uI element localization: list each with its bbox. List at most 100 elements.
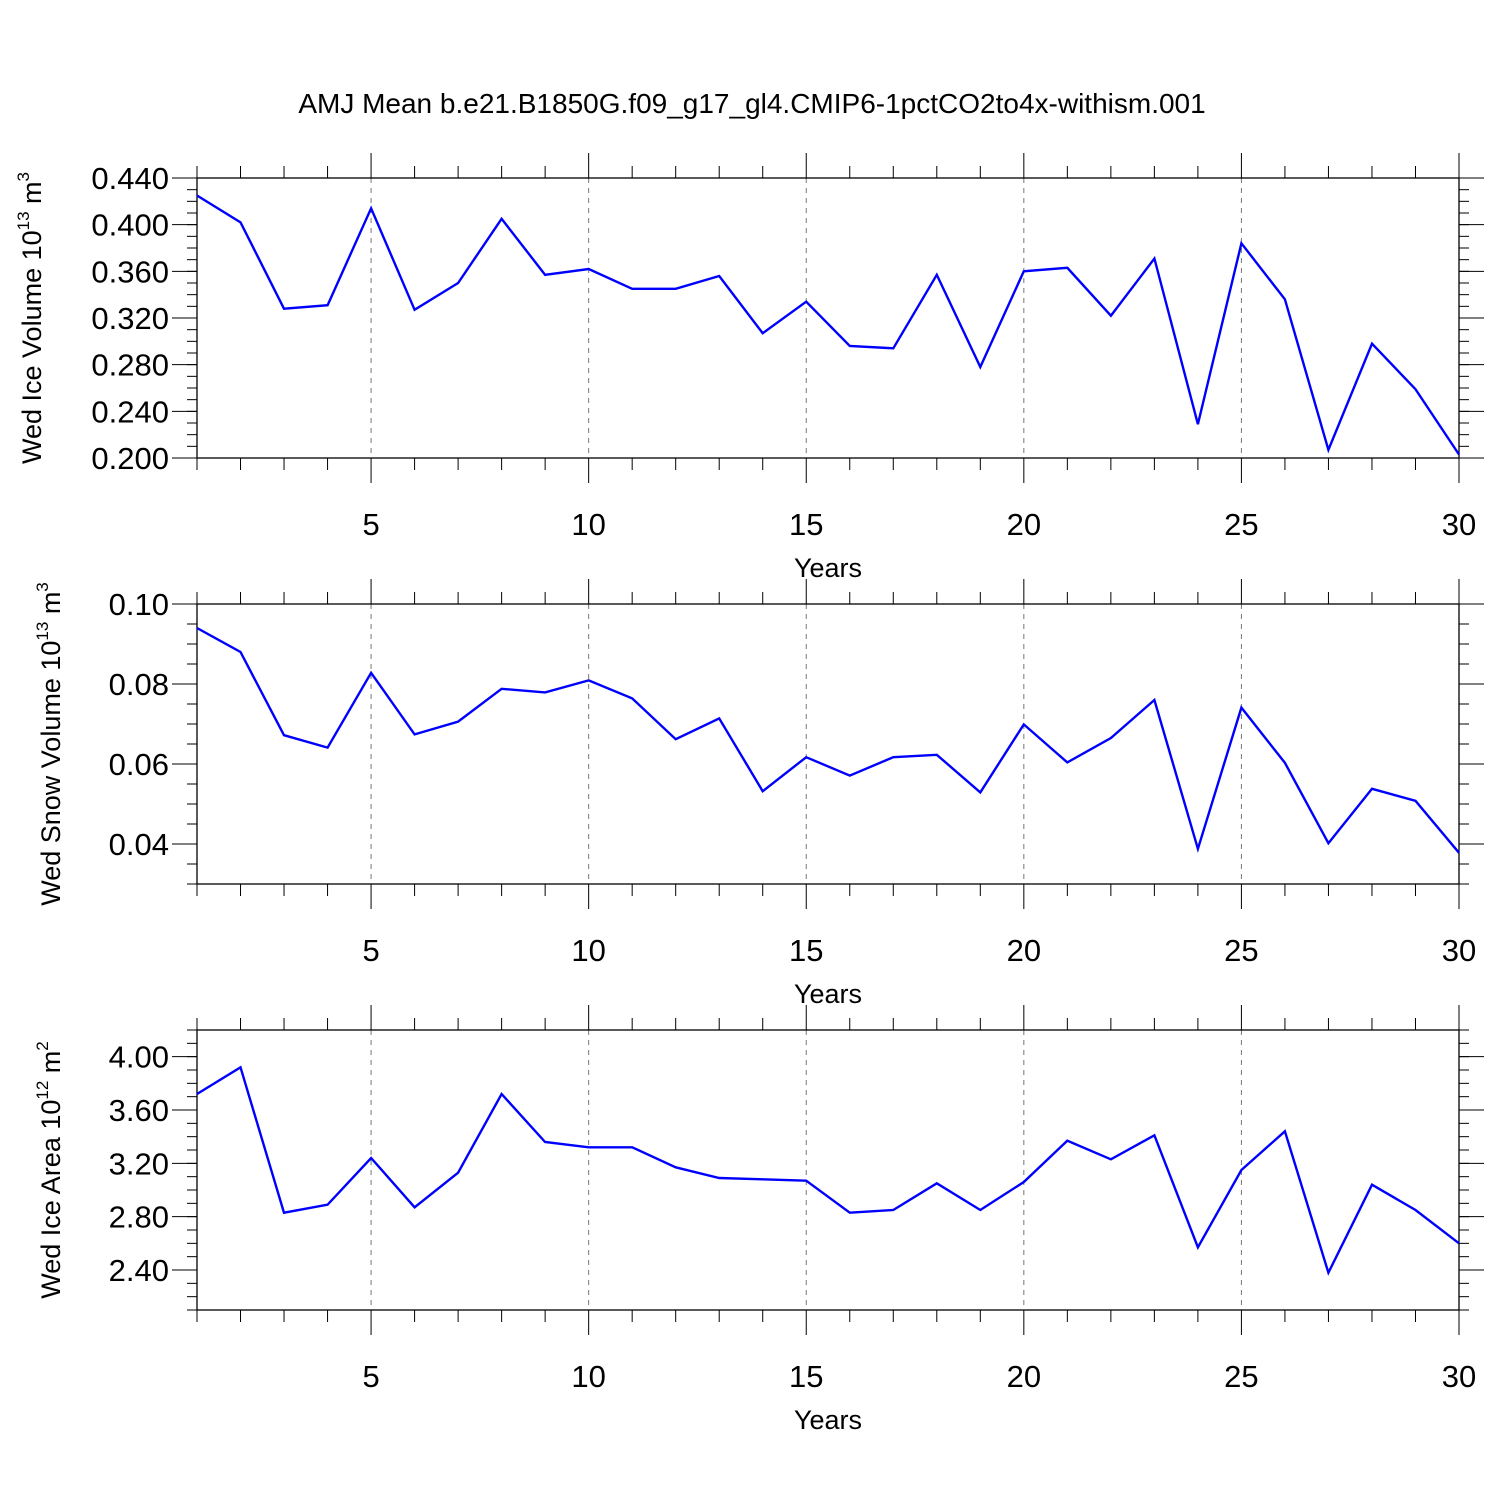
- data-point: [1152, 1133, 1156, 1137]
- data-point: [1413, 387, 1417, 391]
- data-point: [1196, 1245, 1200, 1249]
- data-point: [1413, 1208, 1417, 1212]
- series-line: [196, 194, 1460, 456]
- data-point: [1196, 847, 1200, 851]
- panel-1: 5 10 15 20 25 30 Years 0.200 0.240 0.280 0.320 0.36…: [14, 153, 1484, 583]
- chart-panels: 5 10 15 20 25 30 Years 0.200 0.240 0.280 0.320 0.36…: [14, 153, 1484, 1435]
- panel-3: 5 10 15 20 25 30 Years 2.40 2.80 3.20 3.60 4.00 Wed …: [33, 1005, 1484, 1435]
- panel-2: 5 10 15 20 25 30 Years 0.04 0.06 0.08 0.10 Wed Snow…: [33, 579, 1484, 1009]
- data-point: [587, 678, 591, 682]
- y-tick-label: 0.400: [91, 208, 169, 243]
- data-point: [935, 1181, 939, 1185]
- data-point: [543, 1140, 547, 1144]
- data-point: [239, 1065, 243, 1069]
- data-point: [282, 1211, 286, 1215]
- y-tick-label: 3.60: [109, 1093, 169, 1128]
- x-axis-label: Years: [794, 979, 862, 1009]
- data-point: [804, 300, 808, 304]
- data-point: [456, 281, 460, 285]
- data-point: [239, 220, 243, 224]
- data-point: [1326, 1271, 1330, 1275]
- x-tick-label: 15: [789, 507, 823, 542]
- data-point: [1413, 799, 1417, 803]
- y-tick-label: 4.00: [109, 1040, 169, 1075]
- data-point: [587, 267, 591, 271]
- data-point: [630, 1145, 634, 1149]
- x-tick-label: 10: [571, 933, 605, 968]
- data-point: [674, 1165, 678, 1169]
- data-point: [1457, 1241, 1461, 1245]
- data-point: [1239, 706, 1243, 710]
- data-point: [587, 1145, 591, 1149]
- y-tick-label: 0.08: [109, 667, 169, 702]
- data-point: [326, 303, 330, 307]
- data-point: [891, 346, 895, 350]
- data-point: [935, 273, 939, 277]
- series-line: [196, 1065, 1460, 1276]
- x-tick-label: 20: [1007, 507, 1041, 542]
- y-tick-label: 3.20: [109, 1146, 169, 1181]
- data-point: [543, 690, 547, 694]
- y-tick-label: 0.04: [109, 827, 169, 862]
- data-point: [1065, 760, 1069, 764]
- x-axis-label: Years: [794, 553, 862, 583]
- x-axis-label: Years: [794, 1405, 862, 1435]
- data-point: [195, 194, 199, 198]
- data-point: [543, 273, 547, 277]
- figure-title: AMJ Mean b.e21.B1850G.f09_g17_gl4.CMIP6-…: [298, 88, 1205, 119]
- x-tick-label: 25: [1224, 933, 1258, 968]
- y-tick-label: 0.360: [91, 254, 169, 289]
- x-tick-label: 10: [571, 1359, 605, 1394]
- data-point: [1457, 851, 1461, 855]
- plot-frame: [196, 177, 1460, 459]
- data-point: [500, 687, 504, 691]
- data-point: [848, 774, 852, 778]
- data-point: [1283, 761, 1287, 765]
- data-point: [1022, 269, 1026, 273]
- x-tick-label: 30: [1442, 933, 1476, 968]
- data-point: [1152, 698, 1156, 702]
- data-point: [674, 287, 678, 291]
- data-point: [500, 1092, 504, 1096]
- data-point: [761, 789, 765, 793]
- data-point: [717, 716, 721, 720]
- data-point: [239, 650, 243, 654]
- data-point: [195, 1092, 199, 1096]
- data-point: [1196, 422, 1200, 426]
- data-point: [848, 1211, 852, 1215]
- plot-frame: [196, 1029, 1460, 1311]
- y-tick-label: 0.200: [91, 441, 169, 476]
- data-point: [1109, 314, 1113, 318]
- data-point: [848, 344, 852, 348]
- data-point: [761, 331, 765, 335]
- data-point: [804, 755, 808, 759]
- x-tick-label: 5: [362, 933, 379, 968]
- data-point: [674, 737, 678, 741]
- data-point: [369, 1156, 373, 1160]
- x-tick-label: 15: [789, 1359, 823, 1394]
- data-point: [978, 1208, 982, 1212]
- data-point: [282, 307, 286, 311]
- data-point: [1065, 1139, 1069, 1143]
- data-point: [1065, 266, 1069, 270]
- x-tick-label: 30: [1442, 1359, 1476, 1394]
- data-point: [1326, 841, 1330, 845]
- data-point: [500, 217, 504, 221]
- x-tick-label: 10: [571, 507, 605, 542]
- data-point: [1370, 787, 1374, 791]
- data-point: [1109, 736, 1113, 740]
- y-tick-label: 0.320: [91, 301, 169, 336]
- data-point: [456, 720, 460, 724]
- y-tick-label: 0.06: [109, 747, 169, 782]
- data-point: [630, 696, 634, 700]
- x-tick-label: 20: [1007, 933, 1041, 968]
- x-tick-label: 25: [1224, 1359, 1258, 1394]
- y-tick-label: 0.240: [91, 394, 169, 429]
- x-tick-label: 15: [789, 933, 823, 968]
- data-point: [1283, 1129, 1287, 1133]
- data-point: [1239, 1168, 1243, 1172]
- data-point: [1457, 453, 1461, 457]
- data-point: [935, 753, 939, 757]
- data-point: [978, 365, 982, 369]
- data-point: [326, 746, 330, 750]
